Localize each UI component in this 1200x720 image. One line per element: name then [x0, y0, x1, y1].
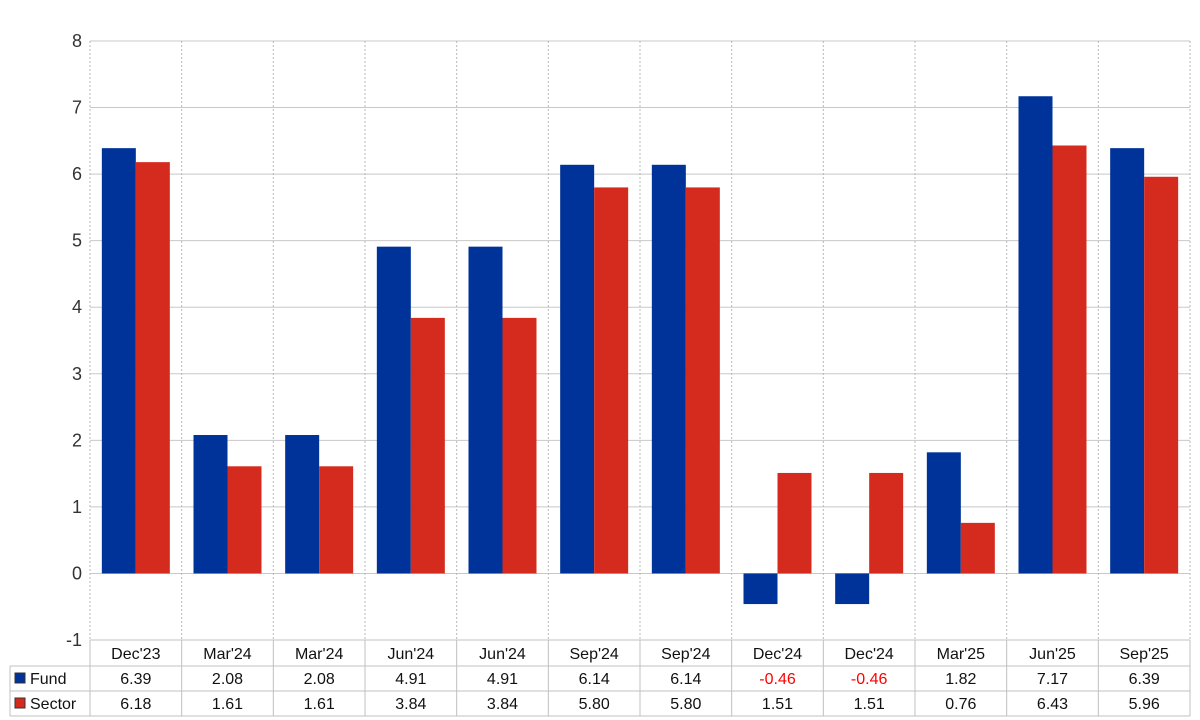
data-label-fund: 2.08: [212, 671, 243, 688]
category-label: Sep'24: [570, 646, 619, 663]
data-label-sector: 5.80: [579, 696, 610, 713]
bar-fund: [1110, 148, 1145, 574]
data-table: Dec'23 Mar'24 Mar'24 Jun'24 Jun'24 Sep'24 Sep'…: [9, 639, 1191, 717]
data-label-sector: 3.84: [487, 696, 518, 713]
y-tick-label: 4: [72, 297, 82, 317]
legend-swatch-fund: [14, 672, 26, 684]
category-label: Sep'24: [661, 646, 710, 663]
data-label-fund: 4.91: [395, 671, 426, 688]
data-label-fund: 7.17: [1037, 671, 1068, 688]
bar-sector: [594, 187, 629, 574]
category-label: Sep'25: [1120, 646, 1169, 663]
data-label-fund: 4.91: [487, 671, 518, 688]
data-label-fund: 2.08: [304, 671, 335, 688]
bar-fund: [101, 148, 136, 574]
category-label: Jun'24: [388, 646, 435, 663]
bar-sector: [319, 466, 354, 574]
category-label: Mar'24: [203, 646, 252, 663]
data-label-fund: -0.46: [759, 671, 796, 688]
category-label: Dec'24: [845, 646, 894, 663]
bar-fund: [743, 573, 778, 605]
data-label-sector: 5.96: [1129, 696, 1160, 713]
bar-sector: [410, 317, 445, 574]
y-tick-label: 8: [72, 31, 82, 51]
y-tick-label: -1: [66, 630, 82, 650]
data-label-sector: 1.61: [212, 696, 243, 713]
legend-swatch-sector: [14, 697, 26, 709]
bar-fund: [835, 573, 870, 605]
data-label-fund: 6.14: [579, 671, 610, 688]
data-label-sector: 3.84: [395, 696, 426, 713]
y-axis-ticks: -1 0 1 2 3 4 5 6 7 8: [66, 31, 82, 650]
y-tick-label: 7: [72, 98, 82, 118]
y-tick-label: 2: [72, 430, 82, 450]
category-label: Dec'24: [753, 646, 802, 663]
category-label: Jun'25: [1029, 646, 1076, 663]
category-label: Mar'25: [937, 646, 986, 663]
gridlines: [89, 40, 1191, 641]
data-label-sector: 6.43: [1037, 696, 1068, 713]
data-label-sector: 1.51: [854, 696, 885, 713]
bar-fund: [376, 246, 411, 574]
bar-fund: [651, 164, 686, 574]
bar-sector: [1144, 176, 1179, 574]
y-tick-label: 3: [72, 364, 82, 384]
bar-fund: [560, 164, 595, 574]
data-label-sector: 1.61: [304, 696, 335, 713]
bar-sector: [227, 466, 262, 574]
y-tick-label: 0: [72, 563, 82, 583]
category-label: Jun'24: [479, 646, 526, 663]
data-label-fund: -0.46: [851, 671, 888, 688]
data-label-fund: 1.82: [945, 671, 976, 688]
category-label: Dec'23: [111, 646, 160, 663]
bar-fund: [468, 246, 503, 574]
bar-sector: [502, 317, 537, 574]
bar-fund: [1018, 96, 1053, 574]
bar-sector: [135, 162, 170, 574]
bars: [101, 96, 1179, 605]
bar-fund: [926, 452, 961, 574]
y-tick-label: 5: [72, 231, 82, 251]
data-label-fund: 6.39: [1129, 671, 1160, 688]
bar-sector: [960, 522, 995, 574]
y-tick-label: 6: [72, 164, 82, 184]
bar-sector: [1052, 145, 1087, 574]
data-label-sector: 5.80: [670, 696, 701, 713]
data-label-sector: 1.51: [762, 696, 793, 713]
bar-sector: [777, 472, 812, 574]
legend-label-sector: Sector: [30, 696, 77, 713]
bar-fund: [285, 435, 320, 574]
bar-fund: [193, 435, 228, 574]
y-tick-label: 1: [72, 497, 82, 517]
data-label-sector: 6.18: [120, 696, 151, 713]
data-label-fund: 6.14: [670, 671, 701, 688]
legend-label-fund: Fund: [30, 671, 66, 688]
category-label: Mar'24: [295, 646, 344, 663]
bar-sector: [685, 187, 720, 574]
data-label-sector: 0.76: [945, 696, 976, 713]
data-label-fund: 6.39: [120, 671, 151, 688]
bar-sector: [869, 472, 904, 574]
